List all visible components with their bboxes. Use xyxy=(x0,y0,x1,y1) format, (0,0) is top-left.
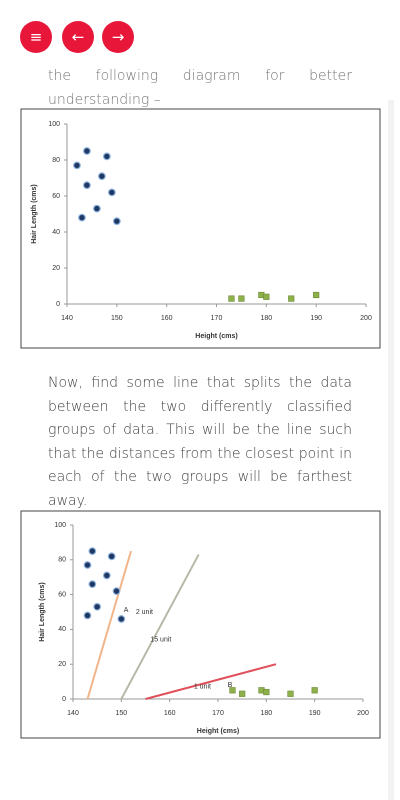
x-tick-label: 170 xyxy=(211,315,223,322)
y-tick-label: 100 xyxy=(54,522,66,529)
separator-line xyxy=(120,554,200,700)
annotation: B xyxy=(228,682,233,689)
point xyxy=(238,295,245,302)
x-tick-label: 150 xyxy=(115,710,127,717)
body-text: Now, find some line that splits the data… xyxy=(48,375,352,509)
point xyxy=(117,615,126,623)
point xyxy=(107,552,116,561)
y-tick-label: 80 xyxy=(52,157,60,164)
x-tick-label: 190 xyxy=(310,315,322,322)
point xyxy=(112,587,121,596)
x-tick-label: 180 xyxy=(260,315,272,322)
x-tick-label: 160 xyxy=(164,710,176,717)
y-tick-label: 40 xyxy=(52,229,60,236)
x-tick-label: 160 xyxy=(161,315,173,322)
separator-line xyxy=(145,663,277,700)
y-tick-label: 60 xyxy=(58,591,66,598)
y-axis-title: Hair Length (cms) xyxy=(31,184,38,244)
annotation: 1 unit xyxy=(194,684,211,691)
figure-frame xyxy=(20,108,381,349)
point xyxy=(83,611,92,620)
x-tick-label: 180 xyxy=(260,710,272,717)
annotation: 2 unit xyxy=(136,609,153,616)
point xyxy=(88,547,97,555)
y-tick-label: 0 xyxy=(56,301,60,308)
annotation: A xyxy=(124,607,129,614)
y-tick-label: 80 xyxy=(58,557,66,564)
point xyxy=(102,571,111,580)
x-axis-title: Height (cms) xyxy=(197,728,239,735)
y-tick-label: 60 xyxy=(52,193,60,200)
annotation: 15 unit xyxy=(150,637,171,644)
back-button[interactable]: ← xyxy=(62,21,94,53)
point xyxy=(107,188,116,197)
point xyxy=(112,217,121,226)
point xyxy=(78,213,86,222)
x-axis-title: Height (cms) xyxy=(195,333,237,340)
point xyxy=(229,687,236,694)
point xyxy=(102,152,111,161)
point xyxy=(311,687,318,694)
point xyxy=(263,688,270,696)
figure-frame xyxy=(20,510,381,739)
x-tick-label: 140 xyxy=(67,710,79,717)
point xyxy=(93,602,102,611)
x-tick-label: 150 xyxy=(111,315,123,322)
point xyxy=(83,147,91,155)
point xyxy=(313,291,320,299)
forward-button[interactable]: → xyxy=(102,21,134,53)
point xyxy=(263,293,270,300)
x-tick-label: 170 xyxy=(212,710,224,717)
point xyxy=(83,561,92,569)
y-tick-label: 20 xyxy=(52,265,60,272)
point xyxy=(288,295,295,302)
point xyxy=(228,295,235,302)
point xyxy=(83,181,91,190)
x-tick-label: 140 xyxy=(61,315,73,322)
x-tick-label: 200 xyxy=(360,315,372,322)
point xyxy=(88,580,97,589)
separator-line xyxy=(86,550,132,700)
point xyxy=(287,690,294,697)
point xyxy=(97,172,106,181)
intro-text: the following diagram for better underst… xyxy=(48,68,352,108)
point xyxy=(73,161,81,170)
y-tick-label: 0 xyxy=(62,696,66,703)
y-tick-label: 100 xyxy=(48,121,60,128)
point xyxy=(239,690,246,697)
y-tick-label: 20 xyxy=(58,661,66,668)
scrollbar xyxy=(388,100,394,800)
point xyxy=(92,204,101,213)
x-tick-label: 200 xyxy=(357,710,369,717)
y-axis-title: Hair Length (cms) xyxy=(39,582,46,642)
y-tick-label: 40 xyxy=(58,626,66,633)
x-tick-label: 190 xyxy=(309,710,321,717)
menu-button[interactable]: ≡ xyxy=(20,21,52,53)
